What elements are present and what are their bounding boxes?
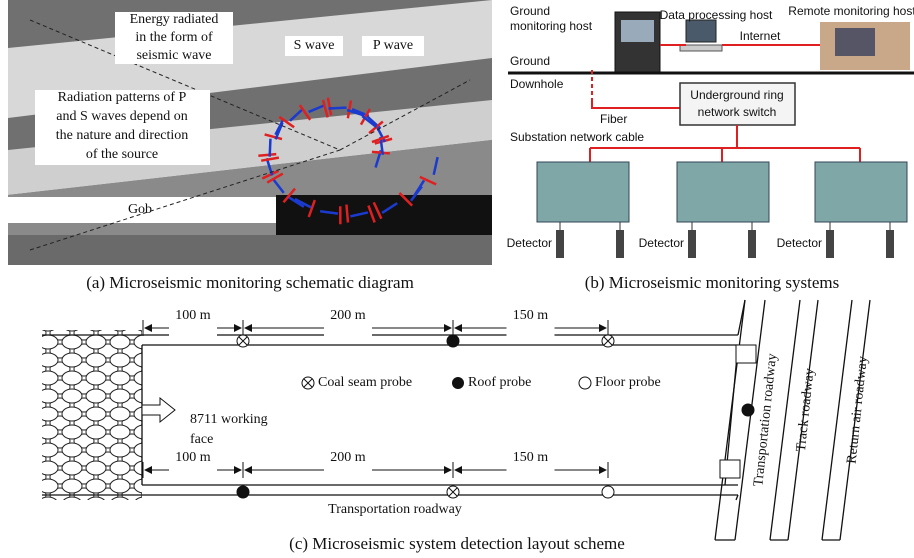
detector bbox=[826, 230, 834, 258]
wave-arrow bbox=[329, 108, 347, 109]
panel-a: Energy radiated in the form of seismic w… bbox=[8, 0, 492, 292]
figure: Energy radiated in the form of seismic w… bbox=[0, 0, 914, 558]
roadway-label: Transportation roadway bbox=[328, 502, 462, 517]
legend-label: Coal seam probe bbox=[318, 375, 412, 390]
roadway-label: Return air roadway bbox=[845, 355, 871, 464]
wave-arrow bbox=[346, 205, 348, 223]
probe bbox=[602, 486, 614, 498]
energy-label: seismic wave bbox=[136, 48, 211, 63]
distance-label: 200 m bbox=[330, 450, 366, 465]
energy-label: Energy radiated bbox=[130, 12, 219, 27]
panel-b: Underground ring network switch Detector… bbox=[507, 4, 914, 292]
wave-arrow bbox=[270, 139, 271, 157]
radiation-label: and S waves depend on bbox=[56, 109, 187, 124]
distance-label: 150 m bbox=[513, 308, 549, 323]
radiation-label: Radiation patterns of P bbox=[58, 90, 187, 105]
substation bbox=[815, 162, 907, 222]
ground-host-label: monitoring host bbox=[510, 19, 593, 33]
substation bbox=[677, 162, 769, 222]
face-label: face bbox=[190, 432, 213, 447]
detector-label: Detector bbox=[507, 236, 552, 250]
distance-label: 100 m bbox=[175, 450, 211, 465]
detector bbox=[886, 230, 894, 258]
panel-c: 100 m 200 m 150 m 100 m 200 m 150 m Coal seam… bbox=[42, 300, 871, 553]
legend-label: Roof probe bbox=[468, 375, 531, 390]
p-wave-label: P wave bbox=[373, 38, 413, 53]
substation bbox=[537, 162, 629, 222]
probe bbox=[237, 486, 249, 498]
roadway-label: Track roadway bbox=[794, 367, 818, 452]
caption: (c) Microseismic system detection layout… bbox=[289, 534, 625, 553]
wave-arrow bbox=[258, 154, 276, 156]
caption: (b) Microseismic monitoring systems bbox=[585, 273, 840, 292]
detector-label: Detector bbox=[639, 236, 684, 250]
s-wave-label: S wave bbox=[294, 38, 335, 53]
data-host-label: Data processing host bbox=[660, 8, 773, 22]
detector bbox=[556, 230, 564, 258]
remote-host-label: Remote monitoring host bbox=[788, 4, 914, 18]
switch-label: Underground ring bbox=[690, 88, 783, 102]
probe bbox=[447, 335, 459, 347]
energy-label: in the form of bbox=[135, 30, 213, 45]
caption: (a) Microseismic monitoring schematic di… bbox=[86, 273, 414, 292]
radiation-label: the nature and direction bbox=[56, 128, 189, 143]
detector bbox=[616, 230, 624, 258]
switch-label: network switch bbox=[698, 105, 777, 119]
radiation-label: of the source bbox=[86, 147, 158, 162]
detector bbox=[748, 230, 756, 258]
substation-label: Substation network cable bbox=[510, 130, 644, 144]
legend-label: Floor probe bbox=[595, 375, 661, 390]
detector-label: Detector bbox=[777, 236, 822, 250]
distance-label: 200 m bbox=[330, 308, 366, 323]
distance-label: 100 m bbox=[175, 308, 211, 323]
wave-arrow bbox=[372, 152, 390, 154]
detector bbox=[688, 230, 696, 258]
ground-host-label: Ground bbox=[510, 4, 550, 18]
fiber-label: Fiber bbox=[600, 112, 627, 126]
downhole-label: Downhole bbox=[510, 77, 564, 91]
ground-label: Ground bbox=[510, 54, 550, 68]
distance-label: 150 m bbox=[513, 450, 549, 465]
face-label: 8711 working bbox=[190, 412, 268, 427]
gob-label: Gob bbox=[128, 202, 152, 217]
internet-label: Internet bbox=[740, 29, 781, 43]
probe bbox=[742, 404, 754, 416]
